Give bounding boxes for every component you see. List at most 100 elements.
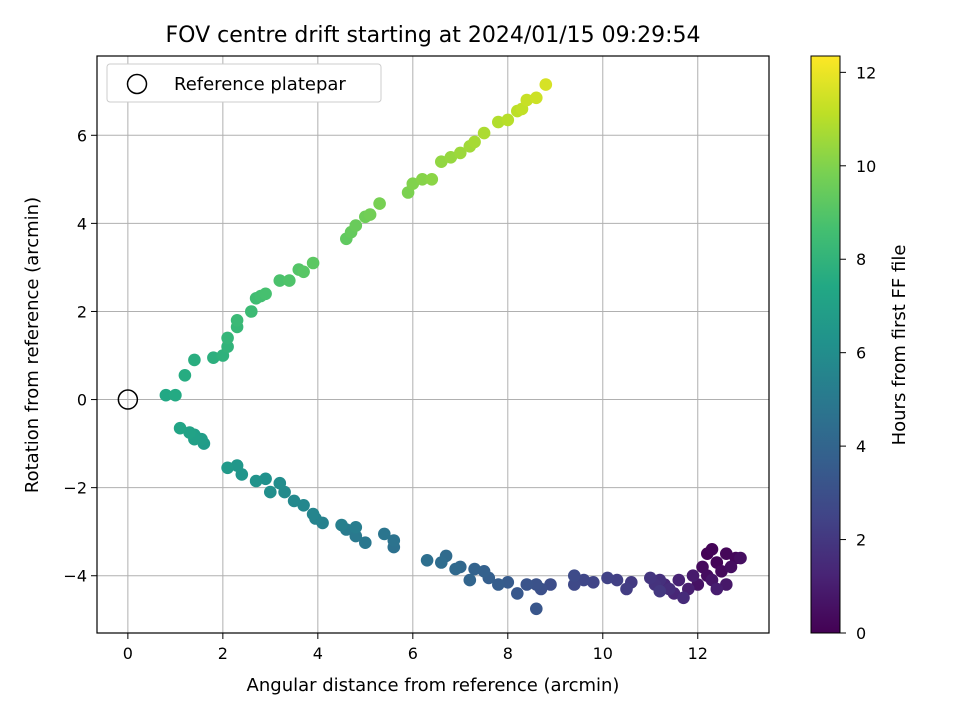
data-point	[259, 472, 272, 486]
legend-marker-icon	[126, 73, 148, 95]
data-point	[520, 93, 534, 107]
data-point	[601, 571, 614, 585]
data-point	[273, 476, 287, 490]
reference-marker	[117, 389, 139, 410]
data-point	[169, 388, 182, 402]
data-point	[520, 578, 534, 591]
x-tick-label: 10	[593, 644, 613, 663]
data-point	[349, 521, 363, 534]
x-axis-ticks: 0 2 4 6 8 10 12	[123, 633, 708, 663]
y-tick-label: 6	[77, 126, 87, 145]
colorbar-tick-label: 10	[856, 157, 876, 176]
y-axis-title: Rotation from reference (arcmin)	[22, 197, 43, 493]
data-point	[501, 113, 515, 127]
data-point	[173, 421, 187, 435]
data-point	[283, 274, 296, 287]
colorbar-tick-label: 12	[856, 63, 876, 82]
data-point	[444, 151, 458, 164]
data-point	[672, 573, 686, 587]
data-point	[259, 287, 272, 301]
data-point	[178, 369, 192, 382]
data-point	[188, 353, 201, 367]
y-tick-label: 4	[77, 214, 87, 233]
data-point	[373, 197, 386, 210]
data-point	[715, 565, 728, 578]
data-point	[359, 536, 372, 549]
data-point	[539, 78, 553, 91]
data-point	[306, 256, 320, 270]
data-point	[610, 573, 624, 587]
y-tick-label: 2	[77, 302, 87, 321]
data-point	[406, 177, 420, 190]
x-tick-label: 4	[313, 644, 323, 663]
data-point	[577, 573, 591, 587]
data-point	[287, 494, 301, 508]
data-point	[477, 565, 491, 578]
colorbar-title: Hours from first FF file	[889, 245, 910, 446]
data-point	[230, 459, 244, 472]
colorbar-tick-label: 6	[856, 344, 866, 363]
x-tick-label: 0	[123, 644, 133, 663]
data-point	[492, 115, 505, 129]
data-point	[530, 578, 543, 591]
data-point	[720, 547, 733, 560]
data-point	[468, 135, 481, 149]
plot-area	[97, 56, 769, 633]
x-tick-label: 6	[408, 644, 418, 663]
data-point	[159, 388, 173, 402]
chart-title: FOV centre drift starting at 2024/01/15 …	[166, 23, 701, 48]
data-point	[530, 91, 543, 105]
x-tick-label: 2	[218, 644, 228, 663]
y-tick-label: −4	[63, 567, 87, 586]
data-point	[264, 485, 277, 499]
colorbar-tick-label: 0	[856, 624, 866, 643]
data-point	[221, 461, 234, 475]
data-point	[435, 556, 448, 569]
x-axis-title: Angular distance from reference (arcmin)	[247, 675, 620, 696]
data-point	[335, 518, 348, 532]
colorbar-ticks: 0 2 4 6 8 10 12	[840, 63, 876, 643]
legend-label: Reference platepar	[174, 74, 346, 95]
data-point	[620, 582, 633, 596]
data-point	[587, 576, 600, 589]
data-point	[530, 602, 543, 616]
data-point	[221, 331, 234, 345]
data-point	[349, 529, 363, 543]
data-point	[363, 208, 377, 221]
data-point	[568, 578, 581, 591]
data-point	[720, 578, 733, 591]
data-point	[435, 155, 448, 168]
data-point	[297, 265, 310, 279]
data-point	[245, 305, 258, 318]
data-point	[468, 562, 481, 576]
colorbar-tick-label: 8	[856, 250, 866, 269]
colorbar-tick-label: 4	[856, 437, 866, 456]
data-point	[454, 146, 467, 160]
data-point	[463, 573, 477, 587]
data-point	[501, 576, 515, 589]
y-axis-ticks: −4 −2 0 2 4 6	[63, 126, 97, 586]
data-point	[306, 507, 320, 521]
data-point	[544, 578, 557, 591]
data-point	[677, 591, 690, 605]
data-point	[734, 551, 747, 565]
y-tick-label: −2	[63, 479, 87, 498]
data-point	[349, 219, 363, 232]
data-point	[686, 569, 700, 582]
data-point	[207, 351, 220, 365]
x-tick-label: 8	[503, 644, 513, 663]
data-point	[416, 173, 429, 186]
data-point	[387, 534, 401, 547]
legend: Reference platepar	[106, 63, 382, 103]
data-point	[425, 173, 439, 186]
data-point	[568, 569, 581, 582]
data-point	[724, 560, 738, 574]
data-point	[710, 582, 724, 596]
data-point	[492, 578, 505, 591]
data-point	[221, 340, 234, 354]
colorbar	[810, 55, 841, 634]
plot-frame	[96, 55, 770, 634]
x-tick-label: 12	[688, 644, 708, 663]
data-point	[644, 571, 657, 585]
